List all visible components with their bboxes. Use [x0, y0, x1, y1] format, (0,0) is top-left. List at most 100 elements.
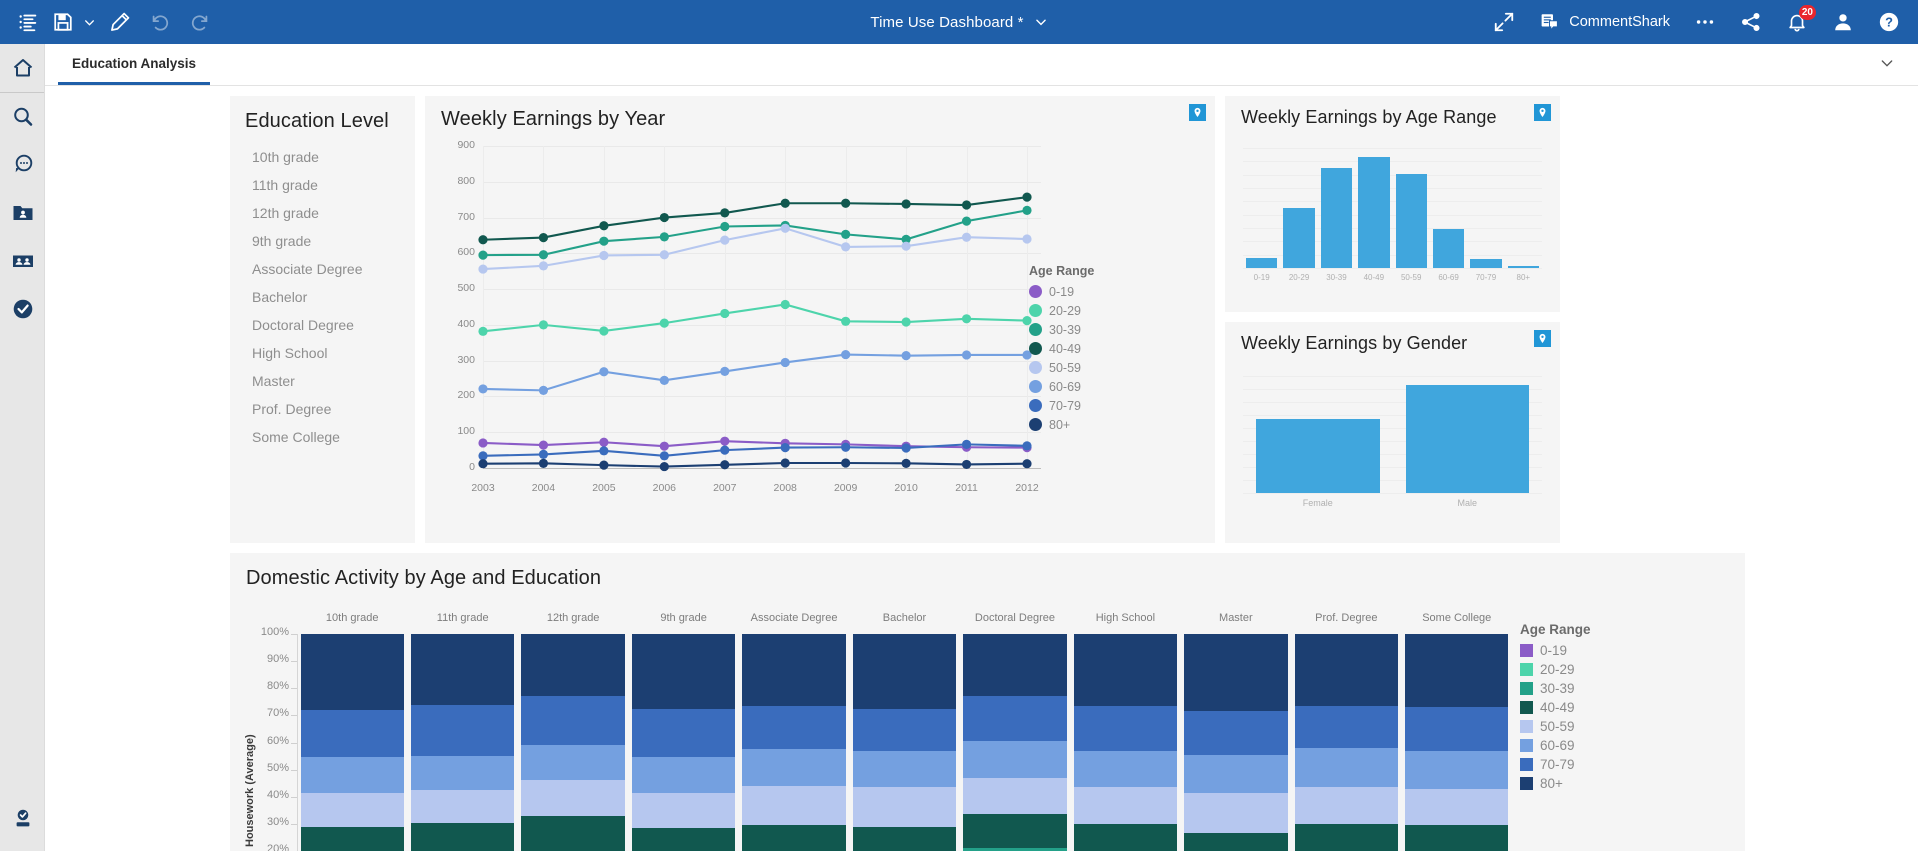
data-point[interactable] — [841, 229, 851, 239]
stack-segment[interactable] — [852, 826, 957, 851]
share-button[interactable] — [1728, 0, 1774, 44]
help-button[interactable]: ? — [1866, 0, 1912, 44]
line-series[interactable] — [482, 461, 1028, 468]
data-point[interactable] — [599, 221, 609, 231]
data-point[interactable] — [720, 366, 730, 376]
stacked-column[interactable] — [1184, 634, 1288, 851]
data-point[interactable] — [1022, 350, 1032, 360]
stack-segment[interactable] — [300, 826, 404, 851]
data-point[interactable] — [538, 320, 549, 330]
more-options-button[interactable] — [1682, 0, 1728, 44]
data-point[interactable] — [720, 235, 730, 245]
stacked-bar-chart-plot[interactable]: 100% 90% 80% 70% 60% 50% 40% 30% 20% Housework (A… — [230, 608, 1745, 851]
stack-segment[interactable] — [1294, 634, 1399, 706]
stack-segment[interactable] — [1184, 754, 1288, 793]
data-point[interactable] — [1022, 315, 1032, 326]
legend-item[interactable]: 30-39 — [1029, 320, 1094, 339]
line-chart-plot[interactable]: 0 100 200 300 400 500 600 700 800 900 2003 2004 2005… — [441, 138, 1197, 528]
bar[interactable] — [1283, 207, 1315, 268]
stack-segment[interactable] — [521, 745, 625, 781]
stack-segment[interactable] — [1405, 707, 1509, 751]
data-point[interactable] — [841, 316, 851, 326]
bar[interactable] — [1246, 258, 1278, 268]
education-level-item[interactable]: Some College — [252, 429, 340, 445]
legend-item[interactable]: 70-79 — [1029, 396, 1094, 415]
data-point[interactable] — [901, 351, 911, 361]
stacked-column[interactable] — [1073, 634, 1178, 851]
data-point[interactable] — [961, 439, 972, 449]
stack-segment[interactable] — [852, 787, 957, 827]
chevron-down-icon[interactable] — [1034, 15, 1048, 29]
stack-segment[interactable] — [631, 792, 736, 828]
data-point[interactable] — [720, 460, 730, 470]
stack-segment[interactable] — [521, 780, 625, 816]
data-point[interactable] — [961, 216, 972, 226]
data-point[interactable] — [720, 208, 730, 218]
sidebar-item-conversations[interactable] — [0, 141, 45, 189]
tab-overflow-button[interactable] — [1870, 44, 1904, 86]
data-point[interactable] — [780, 198, 790, 208]
data-point[interactable] — [780, 299, 790, 310]
data-point[interactable] — [538, 458, 549, 468]
data-point[interactable] — [538, 449, 549, 460]
stack-segment[interactable] — [410, 756, 515, 790]
redo-button[interactable] — [180, 0, 220, 44]
stack-segment[interactable] — [410, 634, 515, 705]
stack-segment[interactable] — [852, 708, 957, 751]
data-point[interactable] — [720, 436, 730, 446]
line-series[interactable] — [482, 353, 1027, 392]
bar[interactable] — [1507, 265, 1539, 268]
data-point[interactable] — [659, 451, 669, 461]
bar[interactable] — [1470, 259, 1502, 268]
data-point[interactable] — [901, 317, 911, 327]
data-point[interactable] — [720, 445, 730, 455]
sidebar-item-my-content[interactable] — [0, 189, 45, 237]
stack-segment[interactable] — [1405, 634, 1509, 708]
stack-segment[interactable] — [410, 789, 515, 823]
data-point[interactable] — [478, 250, 488, 260]
map-pin-icon[interactable] — [1189, 104, 1206, 121]
education-level-item[interactable]: Prof. Degree — [252, 401, 332, 417]
data-point[interactable] — [901, 458, 911, 468]
stack-segment[interactable] — [1184, 792, 1288, 834]
stack-segment[interactable] — [631, 827, 736, 851]
legend-item[interactable]: 50-59 — [1520, 717, 1591, 736]
stacked-column[interactable] — [521, 634, 625, 851]
data-point[interactable] — [901, 241, 911, 251]
gender-bar-chart-plot[interactable]: Female Male — [1241, 368, 1544, 523]
stack-segment[interactable] — [742, 705, 846, 750]
legend-item[interactable]: 60-69 — [1029, 377, 1094, 396]
map-pin-icon[interactable] — [1534, 104, 1551, 121]
tab-education-analysis[interactable]: Education Analysis — [58, 44, 211, 85]
data-point[interactable] — [538, 261, 549, 271]
data-point[interactable] — [1022, 234, 1032, 244]
data-point[interactable] — [780, 357, 790, 368]
save-options-button[interactable] — [78, 0, 100, 44]
stack-segment[interactable] — [1184, 711, 1288, 755]
stack-segment[interactable] — [742, 825, 846, 851]
data-point[interactable] — [780, 458, 790, 468]
stack-segment[interactable] — [1184, 634, 1288, 712]
data-point[interactable] — [961, 232, 972, 242]
stack-segment[interactable] — [1294, 747, 1399, 788]
data-point[interactable] — [901, 443, 911, 453]
data-point[interactable] — [478, 326, 488, 336]
line-series[interactable] — [482, 227, 1028, 271]
data-point[interactable] — [538, 385, 549, 395]
presentation-mode-button[interactable] — [1481, 0, 1527, 44]
data-point[interactable] — [599, 250, 609, 261]
data-point[interactable] — [659, 375, 669, 385]
data-point[interactable] — [659, 232, 669, 242]
data-point[interactable] — [841, 458, 851, 468]
education-level-item[interactable]: Master — [252, 373, 295, 389]
data-point[interactable] — [538, 232, 549, 243]
data-point[interactable] — [538, 440, 549, 450]
stack-segment[interactable] — [963, 848, 1067, 851]
data-point[interactable] — [478, 384, 488, 394]
stack-segment[interactable] — [521, 815, 625, 851]
data-point[interactable] — [659, 318, 669, 328]
line-series[interactable] — [482, 209, 1028, 257]
legend-item[interactable]: 50-59 — [1029, 358, 1094, 377]
data-point[interactable] — [961, 350, 972, 360]
data-point[interactable] — [599, 460, 609, 470]
